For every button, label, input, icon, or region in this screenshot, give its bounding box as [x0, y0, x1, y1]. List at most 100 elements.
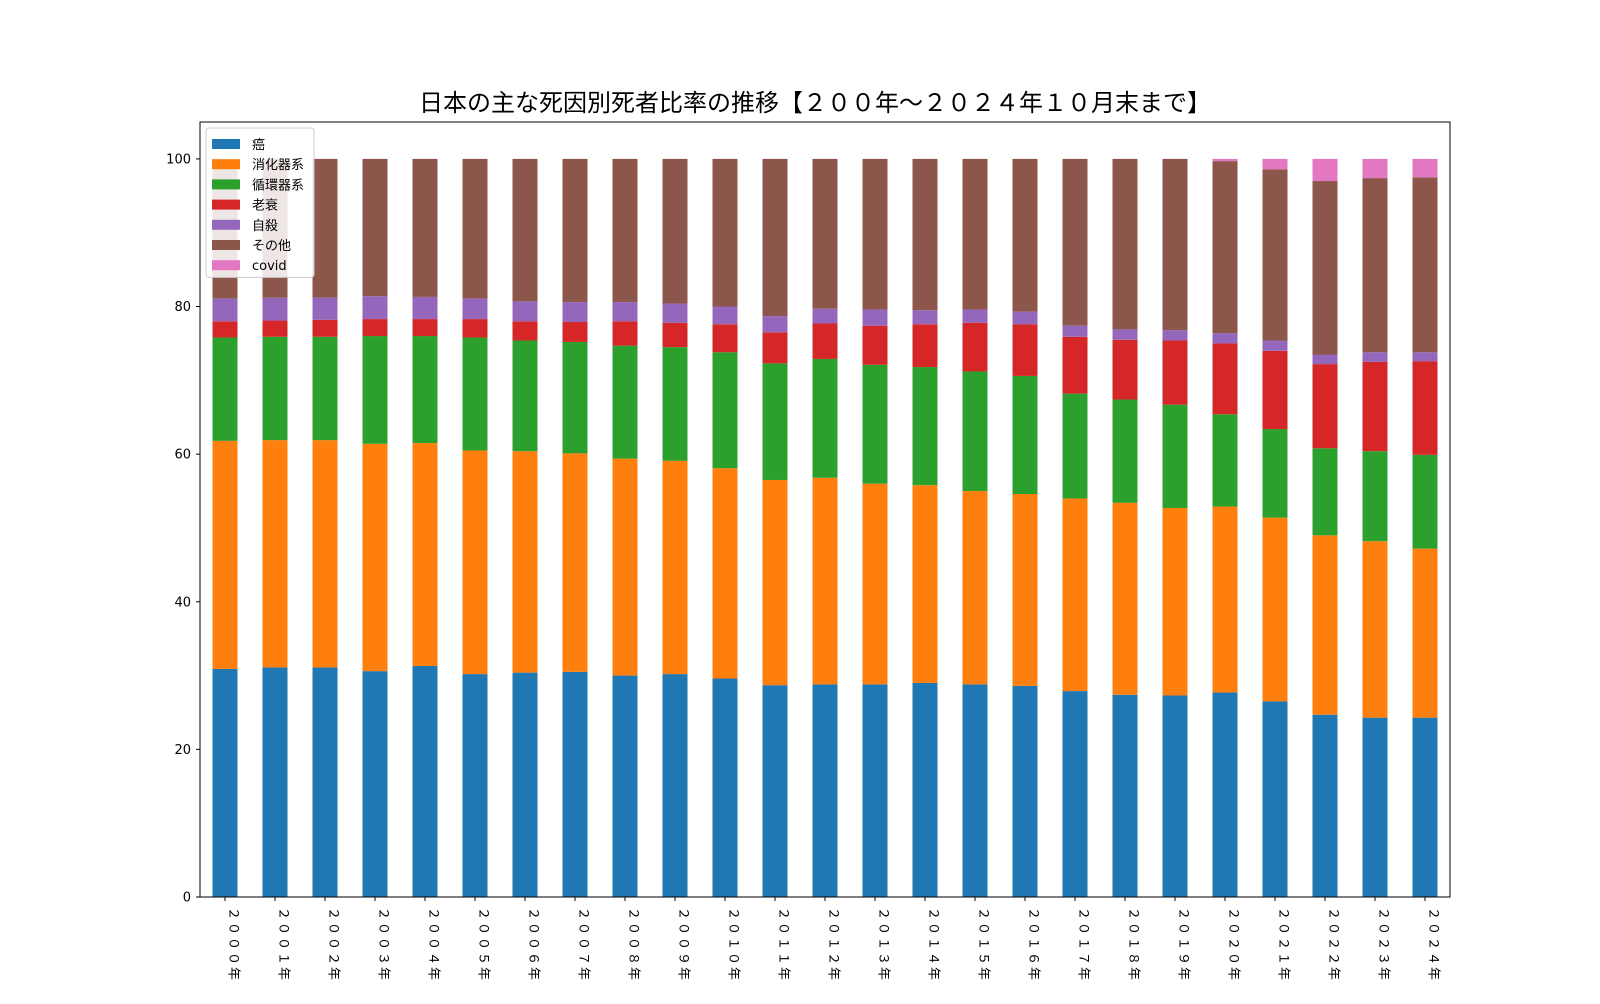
bar-segment: [412, 296, 438, 320]
y-axis: 0 20 40 60 80 100: [166, 152, 200, 906]
bar-segment: [462, 337, 488, 451]
bar-segment: [1062, 498, 1088, 692]
bar-segment: [1212, 158, 1238, 162]
legend-label: 循環器系: [252, 178, 304, 193]
bar-segment: [662, 347, 688, 461]
bar-segment: [362, 671, 388, 897]
x-tick-label: ２０１８年: [1126, 907, 1141, 982]
bar-segment: [1062, 691, 1088, 897]
bar-segment: [962, 684, 988, 897]
bar-segment: [612, 345, 638, 459]
x-tick-label: ２０１５年: [976, 907, 991, 982]
x-tick-label: ２０１３年: [876, 907, 891, 982]
bar-segment: [762, 685, 788, 897]
bar-segment: [762, 158, 788, 317]
bar-segment: [1162, 695, 1188, 897]
bar-segment: [1012, 158, 1038, 312]
bar-segment: [1262, 340, 1288, 351]
bar-segment: [862, 483, 888, 685]
bar-segment: [512, 301, 538, 322]
bar-segment: [412, 443, 438, 666]
bars-layer: [212, 158, 1438, 897]
x-tick-label: ２００４年: [426, 907, 441, 982]
bar-segment: [662, 158, 688, 304]
bar-segment: [562, 158, 588, 303]
bar-segment: [762, 363, 788, 480]
legend-swatch: [212, 219, 240, 230]
x-tick-label: ２００２年: [326, 907, 341, 982]
bar-segment: [1362, 541, 1388, 718]
bar-segment: [1262, 701, 1288, 897]
bar-segment: [812, 358, 838, 478]
bar-segment: [1012, 685, 1038, 897]
bar-segment: [1112, 694, 1138, 897]
y-tick-label: 80: [174, 300, 191, 315]
bar-segment: [462, 674, 488, 897]
bar-segment: [1162, 340, 1188, 405]
bar-segment: [1212, 414, 1238, 507]
bar-segment: [1412, 454, 1438, 549]
bar-segment: [862, 364, 888, 484]
x-tick-label: ２０１２年: [826, 907, 841, 982]
bar-segment: [212, 337, 238, 441]
bar-segment: [812, 323, 838, 359]
legend-swatch: [212, 260, 240, 271]
chart-title: 日本の主な死因別死者比率の推移【２００年〜２０２４年１０月末まで】: [419, 89, 1211, 117]
bar-segment: [1262, 158, 1288, 170]
bar-segment: [1012, 311, 1038, 325]
bar-segment: [612, 675, 638, 897]
y-tick-label: 0: [183, 891, 191, 906]
legend-swatch: [212, 139, 240, 149]
bar-segment: [1162, 508, 1188, 696]
x-tick-label: ２０１６年: [1026, 907, 1041, 982]
x-tick-label: ２００１年: [276, 907, 291, 982]
x-tick-label: ２０１０年: [726, 907, 741, 982]
bar-segment: [1262, 517, 1288, 702]
bar-segment: [612, 321, 638, 346]
y-tick-label: 20: [174, 743, 191, 758]
bar-segment: [462, 319, 488, 338]
bar-segment: [962, 158, 988, 310]
y-tick-label: 100: [166, 152, 191, 167]
bar-segment: [262, 440, 288, 668]
bar-segment: [512, 321, 538, 341]
x-tick-label: ２００８年: [626, 907, 641, 982]
bar-segment: [762, 332, 788, 364]
x-tick-label: ２０１４年: [926, 907, 941, 982]
x-tick-label: ２０１１年: [776, 907, 791, 982]
bar-segment: [312, 319, 338, 337]
bar-segment: [1312, 354, 1338, 365]
bar-segment: [362, 158, 388, 297]
bar-segment: [362, 319, 388, 337]
bar-segment: [212, 321, 238, 338]
bar-segment: [762, 479, 788, 686]
bar-segment: [812, 684, 838, 897]
bar-segment: [962, 491, 988, 685]
bar-segment: [1212, 506, 1238, 693]
bar-segment: [512, 672, 538, 897]
legend-label: covid: [252, 259, 287, 274]
bar-segment: [412, 336, 438, 444]
bar-segment: [1062, 325, 1088, 337]
bar-segment: [862, 684, 888, 897]
bar-segment: [1212, 692, 1238, 897]
bar-segment: [462, 450, 488, 675]
x-tick-label: ２０２３年: [1376, 907, 1391, 982]
bar-segment: [712, 324, 738, 353]
bar-segment: [1312, 535, 1338, 715]
bar-segment: [1412, 548, 1438, 718]
bar-segment: [762, 316, 788, 333]
bar-segment: [262, 297, 288, 321]
bar-segment: [1312, 714, 1338, 897]
bar-segment: [1212, 161, 1238, 334]
bar-segment: [1162, 330, 1188, 341]
x-tick-label: ２０２０年: [1226, 907, 1241, 982]
bar-segment: [1162, 404, 1188, 509]
bar-segment: [712, 352, 738, 469]
bar-segment: [1312, 158, 1338, 182]
bar-segment: [1212, 343, 1238, 415]
bar-segment: [1062, 158, 1088, 326]
x-tick-label: ２０００年: [226, 907, 241, 982]
bar-segment: [562, 322, 588, 342]
